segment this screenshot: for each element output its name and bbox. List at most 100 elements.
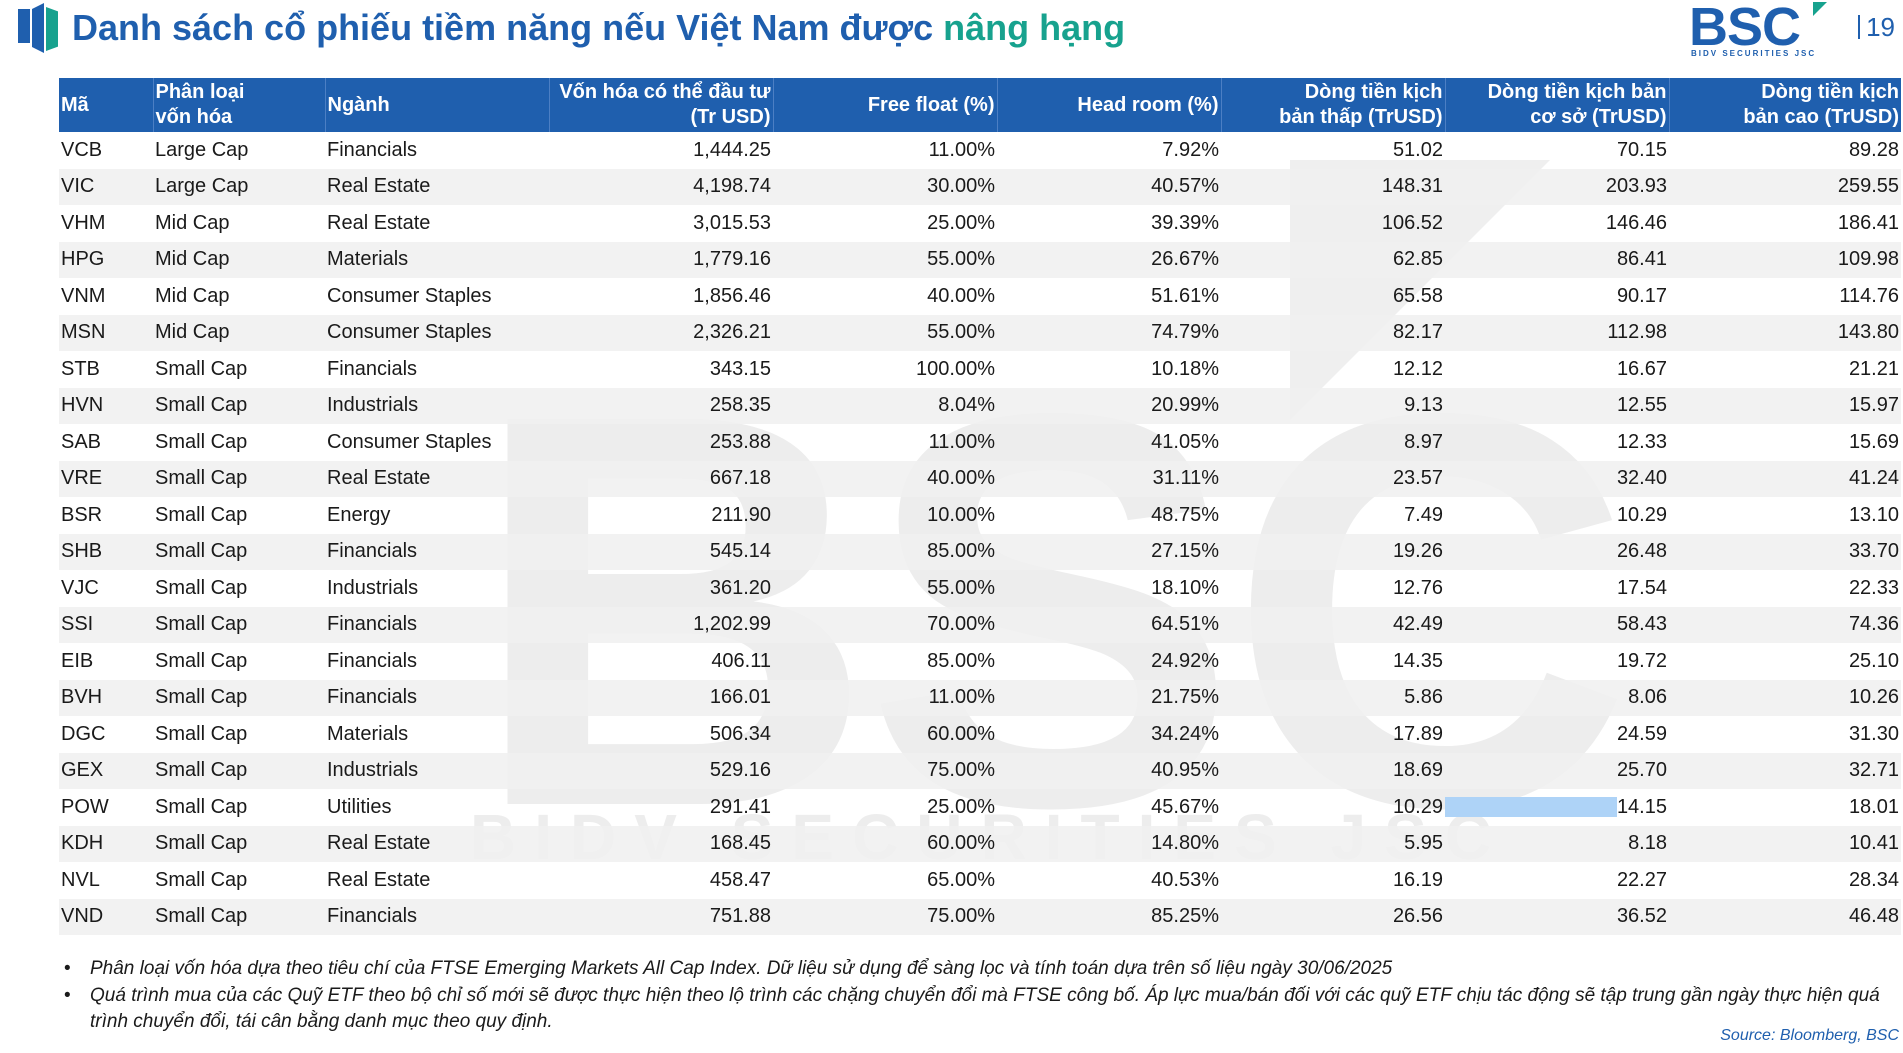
cell-sector: Financials bbox=[327, 357, 418, 380]
cell-flow-high: 109.98 bbox=[1669, 241, 1901, 278]
cell-flow-high: 89.28 bbox=[1848, 138, 1899, 161]
cell-investable-cap: 1,202.99 bbox=[549, 606, 773, 643]
cell-free-float: 75.00% bbox=[773, 898, 997, 935]
cell-flow-base: 146.46 bbox=[1605, 211, 1667, 234]
cell-flow-high: 74.36 bbox=[1669, 606, 1901, 643]
column-header-line: vốn hóa bbox=[155, 106, 233, 128]
cell-head-room: 48.75% bbox=[1151, 503, 1219, 526]
cell-cap-class: Small Cap bbox=[153, 825, 325, 862]
cell-flow-high: 31.30 bbox=[1848, 722, 1899, 745]
cell-ticker: VNM bbox=[61, 284, 106, 307]
cell-ticker: GEX bbox=[59, 752, 153, 789]
cell-sector: Financials bbox=[327, 649, 418, 672]
cell-sector: Energy bbox=[327, 503, 391, 526]
cell-cap-class: Small Cap bbox=[153, 533, 325, 570]
cell-free-float: 55.00% bbox=[773, 314, 997, 351]
cell-investable-cap: 506.34 bbox=[709, 722, 771, 745]
table-row: VND Small Cap Financials 751.88 75.00% 85.25%… bbox=[59, 898, 1901, 935]
cell-free-float: 11.00% bbox=[773, 679, 997, 716]
cell-free-float: 60.00% bbox=[927, 722, 995, 745]
table-row: VNM Mid Cap Consumer Staples 1,856.46 40.00%… bbox=[59, 278, 1901, 315]
cell-ticker: VHM bbox=[61, 211, 106, 234]
cell-investable-cap: 458.47 bbox=[709, 868, 771, 891]
cell-flow-low: 19.26 bbox=[1221, 533, 1445, 570]
cell-investable-cap: 211.90 bbox=[711, 503, 771, 526]
cell-sector: Utilities bbox=[327, 795, 392, 818]
title-accent: nâng hạng bbox=[943, 7, 1126, 48]
footnotes: • Phân loại vốn hóa dựa theo tiêu chí của… bbox=[62, 956, 1892, 1036]
cell-flow-low: 106.52 bbox=[1381, 211, 1443, 234]
cell-cap-class: Small Cap bbox=[153, 606, 325, 643]
column-header-line: bản cao (TrUSD) bbox=[1743, 106, 1899, 128]
title-main: Danh sách cổ phiếu tiềm năng nếu Việt Na… bbox=[72, 7, 944, 48]
table-row: VCB Large Cap Financials 1,444.25 11.00% 7.92… bbox=[59, 132, 1901, 169]
cell-investable-cap: 1,779.16 bbox=[549, 241, 773, 278]
column-header-line: Dòng tiền kịch bbox=[1304, 81, 1443, 103]
cell-ticker: VJC bbox=[61, 576, 99, 599]
cell-cap-class: Small Cap bbox=[155, 503, 248, 526]
cell-flow-low: 148.31 bbox=[1221, 168, 1445, 205]
cell-flow-base: 32.40 bbox=[1445, 460, 1669, 497]
cell-cap-class: Small Cap bbox=[155, 430, 248, 453]
page-number-value: 19 bbox=[1866, 12, 1895, 42]
cell-investable-cap: 3,015.53 bbox=[693, 211, 771, 234]
cell-sector: Materials bbox=[327, 722, 409, 745]
cell-flow-base: 90.17 bbox=[1616, 284, 1667, 307]
cell-flow-base: 36.52 bbox=[1445, 898, 1669, 935]
title-bar-icon bbox=[18, 1, 62, 55]
column-header-line: (Tr USD) bbox=[690, 106, 771, 128]
footnote-item: • Quá trình mua của các Quỹ ETF theo bộ c… bbox=[62, 983, 1892, 1035]
cell-flow-high: 10.26 bbox=[1669, 679, 1901, 716]
cell-cap-class: Small Cap bbox=[153, 752, 325, 789]
slide-title-bar: Danh sách cổ phiếu tiềm năng nếu Việt Na… bbox=[18, 0, 1125, 56]
table-row: STB Small Cap Financials 343.15 100.00% 10.18… bbox=[59, 351, 1901, 388]
column-header-line: bản thấp (TrUSD) bbox=[1279, 106, 1443, 128]
cell-investable-cap: 253.88 bbox=[709, 430, 771, 453]
cell-sector: Industrials bbox=[325, 387, 549, 424]
cell-ticker: VRE bbox=[59, 460, 153, 497]
column-header-free-float: Free float (%) bbox=[773, 78, 998, 132]
bullet-icon: • bbox=[64, 985, 71, 1006]
column-header-line: Ngành bbox=[327, 93, 390, 116]
bullet-icon: • bbox=[64, 958, 71, 979]
cell-investable-cap: 545.14 bbox=[549, 533, 773, 570]
cell-sector: Consumer Staples bbox=[327, 284, 492, 307]
cell-flow-high: 33.70 bbox=[1669, 533, 1901, 570]
cell-ticker: VCB bbox=[61, 138, 103, 161]
source-note: Source: Bloomberg, BSC bbox=[1720, 1027, 1899, 1044]
cell-sector: Financials bbox=[325, 679, 549, 716]
cell-ticker: NVL bbox=[61, 868, 100, 891]
cell-flow-base: 26.48 bbox=[1445, 533, 1669, 570]
column-header-cap-class: Phân loại vốn hóa bbox=[153, 78, 326, 132]
column-header-investable-cap: Vốn hóa có thể đầu tư (Tr USD) bbox=[549, 78, 774, 132]
cell-investable-cap: 2,326.21 bbox=[549, 314, 773, 351]
table-row: BSR Small Cap Energy 211.90 10.00% 48.75% 7.49… bbox=[59, 497, 1901, 534]
cell-cap-class: Small Cap bbox=[155, 868, 248, 891]
cell-head-room: 14.80% bbox=[997, 825, 1221, 862]
cell-flow-base: 8.06 bbox=[1445, 679, 1669, 716]
cell-flow-base: 25.70 bbox=[1445, 752, 1669, 789]
cell-free-float: 10.00% bbox=[927, 503, 995, 526]
cell-free-float: 11.00% bbox=[928, 430, 995, 453]
cell-head-room: 51.61% bbox=[1151, 284, 1219, 307]
cell-flow-high: 114.76 bbox=[1839, 284, 1899, 307]
cell-head-room: 85.25% bbox=[997, 898, 1221, 935]
cell-free-float: 40.00% bbox=[927, 284, 995, 307]
cell-head-room: 45.67% bbox=[1151, 795, 1219, 818]
cell-ticker: HVN bbox=[59, 387, 153, 424]
cell-sector: Consumer Staples bbox=[325, 314, 549, 351]
cell-sector: Consumer Staples bbox=[327, 430, 492, 453]
cell-free-float: 85.00% bbox=[773, 533, 997, 570]
cell-free-float: 55.00% bbox=[773, 241, 997, 278]
cell-flow-low: 12.12 bbox=[1392, 357, 1443, 380]
table-row: BVH Small Cap Financials 166.01 11.00% 21.75%… bbox=[59, 679, 1901, 716]
cell-sector: Real Estate bbox=[325, 168, 549, 205]
cell-investable-cap: 1,856.46 bbox=[693, 284, 771, 307]
cell-flow-low: 8.97 bbox=[1404, 430, 1443, 453]
column-header-flow-base: Dòng tiền kịch bản cơ sở (TrUSD) bbox=[1445, 78, 1670, 132]
page-title: Danh sách cổ phiếu tiềm năng nếu Việt Na… bbox=[72, 7, 1125, 49]
cell-cap-class: Small Cap bbox=[153, 460, 325, 497]
cell-flow-low: 5.95 bbox=[1221, 825, 1445, 862]
cell-cap-class: Small Cap bbox=[155, 722, 248, 745]
cell-sector: Financials bbox=[327, 138, 418, 161]
